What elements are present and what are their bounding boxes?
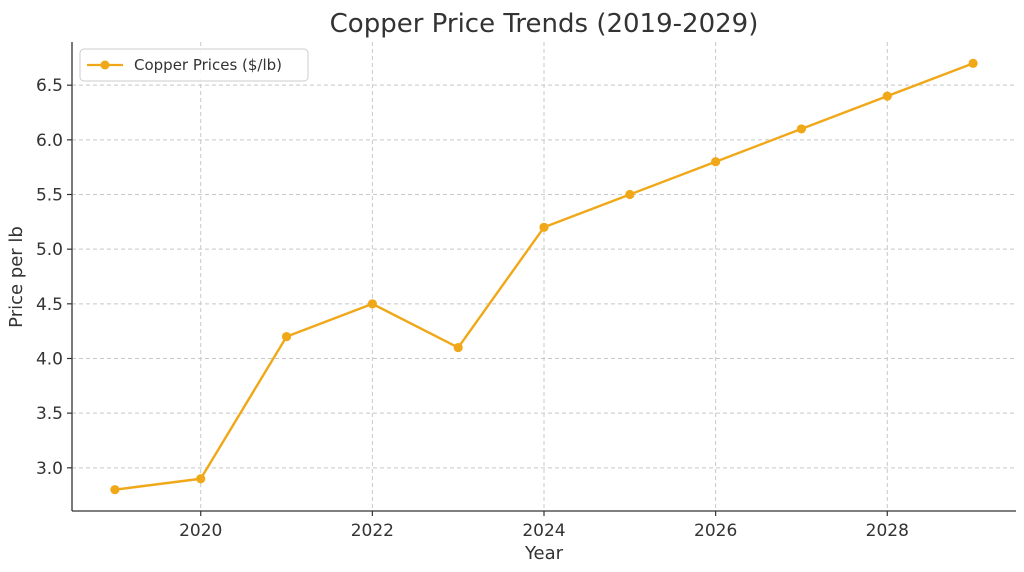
chart-title: Copper Price Trends (2019-2029) [330, 9, 759, 39]
y-tick-label: 6.5 [36, 76, 63, 96]
y-tick-label: 5.5 [36, 186, 63, 206]
data-point [625, 189, 635, 200]
data-point [882, 91, 892, 101]
data-point [539, 222, 549, 232]
data-point [110, 485, 120, 495]
axis-ticks: 2020 2022 2024 2026 2028 3.0 3.5 4.0 4.5 5.0 5.5 6.… [36, 76, 909, 541]
data-point [196, 474, 206, 484]
x-tick-label: 2028 [866, 521, 909, 541]
grid [72, 42, 1016, 511]
series-layer [110, 58, 978, 495]
y-tick-label: 6.0 [36, 131, 63, 151]
y-tick-label: 3.0 [36, 459, 63, 479]
data-point [281, 332, 292, 342]
legend-label: Copper Prices ($/lb) [134, 56, 282, 74]
x-axis-title: Year [524, 543, 564, 564]
data-point [796, 124, 807, 134]
x-tick-label: 2024 [522, 521, 565, 541]
legend-box [79, 48, 309, 82]
y-tick-label: 5.0 [36, 240, 63, 260]
legend: Copper Prices ($/lb) [79, 48, 309, 82]
data-point [968, 58, 978, 68]
x-tick-label: 2022 [351, 521, 394, 541]
legend-marker-swatch [100, 60, 110, 70]
y-axis-title: Price per lb [6, 226, 27, 328]
y-tick-label: 4.0 [36, 349, 63, 369]
data-point [453, 342, 463, 353]
y-tick-label: 4.5 [36, 295, 63, 315]
y-tick-label: 3.5 [36, 404, 63, 424]
data-point [367, 299, 377, 309]
x-tick-label: 2020 [179, 521, 222, 541]
data-point [711, 157, 721, 167]
x-tick-label: 2026 [694, 521, 737, 541]
